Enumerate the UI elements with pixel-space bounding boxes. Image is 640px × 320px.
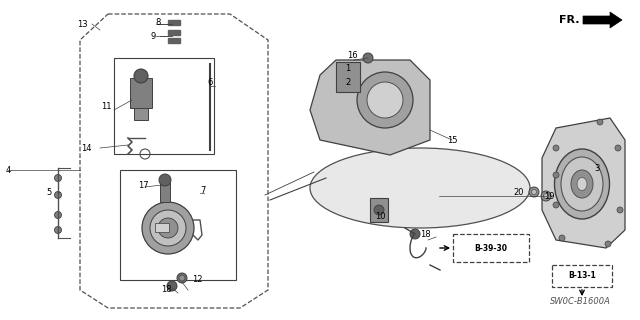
Circle shape xyxy=(410,229,420,239)
Text: 18: 18 xyxy=(161,285,172,294)
Text: 14: 14 xyxy=(81,143,92,153)
Bar xyxy=(168,38,180,43)
Text: 1: 1 xyxy=(345,63,350,73)
Text: 7: 7 xyxy=(200,186,205,195)
Circle shape xyxy=(167,281,177,291)
Circle shape xyxy=(158,218,178,238)
Circle shape xyxy=(531,189,536,195)
Circle shape xyxy=(605,241,611,247)
Text: 10: 10 xyxy=(375,212,385,220)
Text: B-13-1: B-13-1 xyxy=(568,271,596,281)
Text: 17: 17 xyxy=(138,180,148,189)
Bar xyxy=(155,223,169,232)
Text: 12: 12 xyxy=(192,276,202,284)
Circle shape xyxy=(615,145,621,151)
Bar xyxy=(134,108,148,120)
Circle shape xyxy=(553,202,559,208)
Circle shape xyxy=(150,210,186,246)
Bar xyxy=(120,170,236,280)
Circle shape xyxy=(357,72,413,128)
Ellipse shape xyxy=(571,170,593,198)
Circle shape xyxy=(553,145,559,151)
Circle shape xyxy=(54,174,61,181)
Circle shape xyxy=(541,191,551,201)
Circle shape xyxy=(54,212,61,219)
Circle shape xyxy=(54,227,61,234)
Bar xyxy=(552,265,612,287)
Polygon shape xyxy=(310,60,430,155)
Text: B-39-30: B-39-30 xyxy=(474,244,508,252)
Text: 18: 18 xyxy=(420,229,431,238)
Circle shape xyxy=(559,235,565,241)
Circle shape xyxy=(177,273,187,283)
Bar xyxy=(168,30,180,35)
Ellipse shape xyxy=(561,157,603,211)
Bar xyxy=(114,58,214,154)
Circle shape xyxy=(54,191,61,198)
Circle shape xyxy=(543,194,548,198)
Circle shape xyxy=(374,205,384,215)
Circle shape xyxy=(134,69,148,83)
Text: 20: 20 xyxy=(513,188,524,196)
Ellipse shape xyxy=(554,149,609,219)
Circle shape xyxy=(159,174,171,186)
Circle shape xyxy=(142,202,194,254)
Bar xyxy=(453,234,529,262)
Text: 4: 4 xyxy=(6,165,12,174)
Circle shape xyxy=(617,207,623,213)
Ellipse shape xyxy=(577,178,587,190)
Text: 16: 16 xyxy=(348,51,358,60)
Text: 19: 19 xyxy=(544,191,554,201)
Text: 5: 5 xyxy=(47,188,52,196)
Polygon shape xyxy=(542,118,625,248)
Polygon shape xyxy=(583,12,622,28)
Bar xyxy=(370,198,388,222)
Text: 2: 2 xyxy=(345,77,350,86)
Bar xyxy=(130,78,152,108)
Ellipse shape xyxy=(310,148,530,228)
Bar xyxy=(160,182,170,202)
Bar xyxy=(336,62,360,92)
Circle shape xyxy=(367,82,403,118)
Text: 11: 11 xyxy=(102,101,112,110)
Bar xyxy=(168,20,180,25)
Circle shape xyxy=(179,275,185,281)
Circle shape xyxy=(363,53,373,63)
Circle shape xyxy=(597,119,603,125)
Text: 8: 8 xyxy=(155,18,161,27)
Text: 13: 13 xyxy=(77,20,88,28)
Text: 9: 9 xyxy=(150,31,156,41)
Text: FR.: FR. xyxy=(559,15,580,25)
Text: 3: 3 xyxy=(594,164,600,172)
Text: 6: 6 xyxy=(207,77,212,86)
Circle shape xyxy=(553,172,559,178)
Text: 15: 15 xyxy=(447,135,458,145)
Text: SW0C-B1600A: SW0C-B1600A xyxy=(550,297,611,306)
Circle shape xyxy=(529,187,539,197)
